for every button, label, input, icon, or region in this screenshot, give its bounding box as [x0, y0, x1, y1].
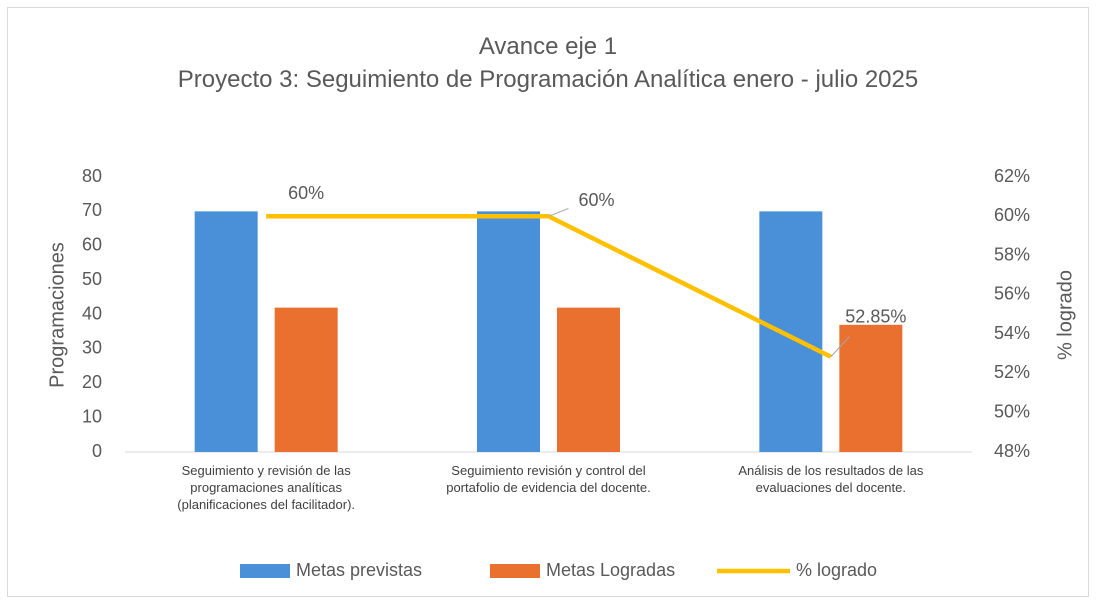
data-label: 60% [288, 183, 324, 203]
y2-tick-label: 48% [994, 441, 1030, 461]
bar [194, 211, 258, 452]
legend-swatch [240, 564, 290, 578]
line [266, 214, 832, 359]
data-label: 52.85% [845, 306, 906, 326]
legend-label: Metas previstas [296, 560, 422, 580]
bar [477, 211, 540, 452]
chart-frame [7, 7, 1089, 597]
y-tick-label: 0 [92, 441, 102, 461]
bar [557, 307, 620, 452]
y-tick-label: 10 [82, 406, 102, 426]
y-tick-label: 30 [82, 338, 102, 358]
bar [274, 307, 338, 452]
bar [759, 211, 823, 452]
bar [839, 324, 903, 452]
y-tick-label: 40 [82, 303, 102, 323]
y2-tick-label: 56% [994, 284, 1030, 304]
y2-tick-label: 52% [994, 362, 1030, 382]
x-tick-label: Seguimiento y revisión de las programaci… [177, 463, 356, 512]
y2-axis-title: % logrado [1054, 270, 1076, 360]
x-tick-label: Seguimiento revisión y control del porta… [446, 463, 651, 495]
y2-tick-label: 58% [994, 244, 1030, 264]
leader-line [830, 336, 850, 358]
legend-label: Metas Logradas [546, 560, 675, 580]
y-tick-label: 80 [82, 166, 102, 186]
y-axis-title: Programaciones [46, 242, 68, 388]
y-tick-label: 70 [82, 200, 102, 220]
x-tick-label: Análisis de los resultados de las evalua… [738, 463, 924, 495]
legend-swatch [490, 564, 540, 578]
y-tick-label: 60 [82, 235, 102, 255]
chart-title: Avance eje 1 [478, 33, 618, 60]
y2-tick-label: 54% [994, 323, 1030, 343]
leader-line [548, 208, 569, 217]
chart-subtitle: Proyecto 3: Seguimiento de Programación … [177, 66, 919, 93]
legend-label: % logrado [796, 560, 877, 580]
y2-tick-label: 62% [994, 166, 1030, 186]
y2-tick-label: 60% [994, 205, 1030, 225]
y-tick-label: 50 [82, 269, 102, 289]
data-label: 60% [578, 190, 614, 210]
y2-tick-label: 50% [994, 401, 1030, 421]
y-tick-label: 20 [82, 372, 102, 392]
